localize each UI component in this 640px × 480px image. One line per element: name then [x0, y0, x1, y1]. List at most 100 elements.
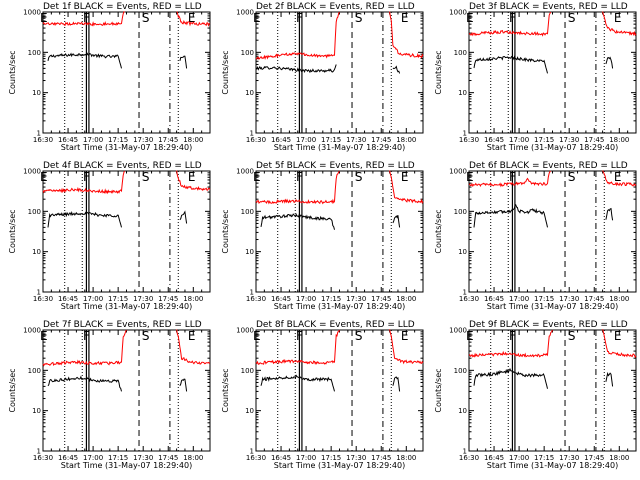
plot-frame: [42, 11, 211, 134]
x-tick-label: 16:30: [459, 136, 479, 144]
phase-marker-s: S: [568, 11, 576, 25]
events-rate-line: [392, 215, 401, 228]
lld-rate-line: [42, 329, 127, 367]
events-rate-line: [179, 55, 188, 69]
x-tick-label: 17:15: [321, 136, 341, 144]
x-tick-label: 17:45: [371, 295, 391, 303]
events-rate-line: [179, 210, 188, 224]
x-axis-label: Start Time (31-May-07 18:29:40): [487, 302, 618, 311]
panel-title: Det 6f BLACK = Events, RED = LLD: [469, 161, 628, 171]
lld-rate-line: [602, 329, 637, 359]
lld-rate-line: [468, 329, 553, 358]
x-tick-label: 16:45: [484, 295, 504, 303]
lld-rate-line: [42, 170, 126, 195]
y-tick-label: 100: [241, 367, 254, 375]
phase-marker-e: E: [466, 329, 474, 343]
x-tick-label: 16:45: [271, 454, 291, 462]
phase-marker-e: E: [40, 11, 48, 25]
y-tick-label: 100: [454, 367, 467, 375]
x-tick-label: 17:00: [296, 295, 316, 303]
x-tick-label: 17:30: [346, 295, 366, 303]
x-tick-label: 17:15: [321, 295, 341, 303]
x-tick-label: 18:00: [396, 295, 416, 303]
events-rate-line: [605, 371, 614, 387]
y-axis-label: Counts/sec: [8, 50, 17, 94]
x-tick-label: 17:30: [346, 454, 366, 462]
panel-det-8: Det 8f BLACK = Events, RED = LLD 1 10 100 10…: [221, 320, 424, 470]
panel-title: Det 5f BLACK = Events, RED = LLD: [256, 161, 415, 171]
phase-marker-e: E: [466, 11, 474, 25]
x-tick-label: 17:30: [133, 295, 153, 303]
x-tick-label: 16:45: [484, 454, 504, 462]
lld-rate-line: [602, 11, 637, 37]
y-tick-label: 10: [458, 248, 467, 256]
lld-rate-line: [255, 11, 340, 61]
x-tick-label: 17:30: [559, 295, 579, 303]
y-tick-label: 1: [37, 289, 41, 297]
x-tick-label: 16:45: [58, 136, 78, 144]
phase-marker-e: E: [188, 329, 196, 343]
phase-marker-s: S: [355, 11, 363, 25]
plot-frame: [42, 170, 211, 293]
panel-det-4: Det 4f BLACK = Events, RED = LLD 1 10 100 10…: [8, 161, 211, 311]
x-tick-label: 17:00: [83, 295, 103, 303]
y-tick-label: 100: [241, 208, 254, 216]
x-tick-label: 16:45: [271, 136, 291, 144]
x-tick-label: 17:00: [296, 136, 316, 144]
lld-rate-line: [176, 329, 210, 365]
phase-marker-e: E: [40, 329, 48, 343]
y-tick-label: 10: [32, 89, 41, 97]
y-axis-label: Counts/sec: [8, 368, 17, 412]
x-axis-label: Start Time (31-May-07 18:29:40): [487, 143, 618, 152]
y-axis-label: Counts/sec: [221, 368, 230, 412]
y-tick-label: 100: [241, 49, 254, 57]
phase-marker-e: E: [253, 329, 261, 343]
events-rate-line: [473, 203, 548, 228]
panel-title: Det 7f BLACK = Events, RED = LLD: [43, 320, 202, 330]
y-tick-label: 10: [32, 248, 41, 256]
x-tick-label: 18:00: [396, 136, 416, 144]
y-tick-label: 1000: [23, 168, 41, 176]
phase-marker-f: F: [509, 329, 516, 343]
phase-marker-e: E: [40, 170, 48, 184]
events-rate-line: [392, 65, 401, 74]
phase-marker-e: E: [188, 170, 196, 184]
x-axis-label: Start Time (31-May-07 18:29:40): [61, 143, 192, 152]
x-tick-label: 17:00: [509, 295, 529, 303]
x-tick-label: 18:00: [609, 136, 629, 144]
phase-marker-e: E: [614, 170, 622, 184]
plot-frame: [468, 170, 637, 293]
phase-marker-e: E: [466, 170, 474, 184]
x-tick-label: 16:45: [484, 136, 504, 144]
phase-marker-f: F: [83, 170, 90, 184]
y-tick-label: 1000: [23, 9, 41, 17]
y-tick-label: 1000: [449, 168, 467, 176]
y-tick-label: 1: [37, 130, 41, 138]
y-tick-label: 100: [28, 208, 41, 216]
phase-marker-e: E: [253, 11, 261, 25]
panel-title: Det 4f BLACK = Events, RED = LLD: [43, 161, 202, 171]
phase-marker-e: E: [401, 329, 409, 343]
y-tick-label: 1000: [449, 327, 467, 335]
lld-rate-line: [389, 329, 424, 365]
lld-rate-line: [176, 11, 211, 27]
x-tick-label: 17:00: [509, 454, 529, 462]
lld-rate-line: [255, 170, 340, 205]
y-tick-label: 1000: [236, 9, 254, 17]
y-axis-label: Counts/sec: [434, 50, 443, 94]
phase-marker-s: S: [142, 170, 150, 184]
x-tick-label: 17:15: [108, 136, 128, 144]
y-tick-label: 1: [463, 448, 467, 456]
x-tick-label: 17:00: [296, 454, 316, 462]
phase-marker-s: S: [568, 170, 576, 184]
events-rate-line: [473, 55, 548, 74]
plot-frame: [255, 329, 424, 452]
phase-marker-s: S: [142, 329, 150, 343]
x-axis-label: Start Time (31-May-07 18:29:40): [274, 461, 405, 470]
x-tick-label: 16:30: [246, 136, 266, 144]
x-tick-label: 16:30: [459, 295, 479, 303]
events-rate-line: [47, 375, 122, 392]
x-tick-label: 17:45: [371, 136, 391, 144]
events-rate-line: [260, 374, 335, 392]
x-tick-label: 17:15: [108, 295, 128, 303]
